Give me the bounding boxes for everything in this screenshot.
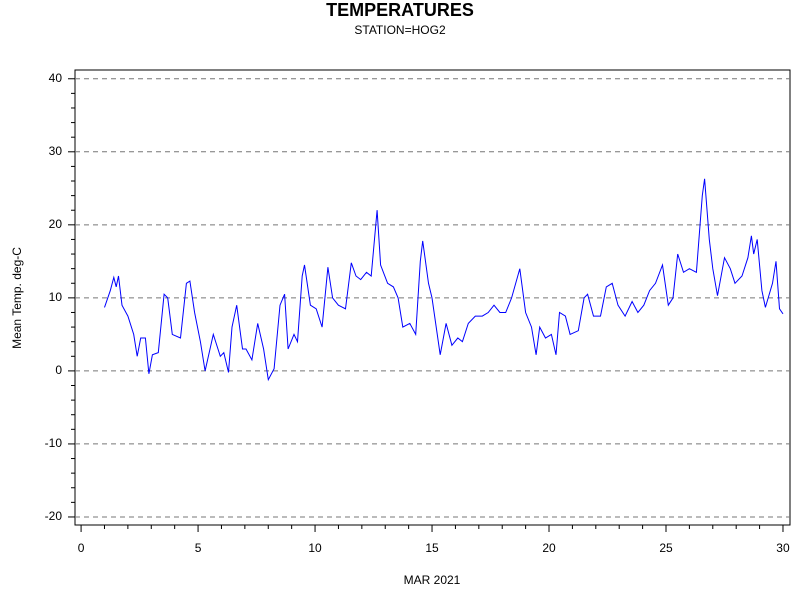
x-tick-label: 30: [776, 541, 790, 555]
y-axis-label: Mean Temp. deg-C: [10, 247, 24, 349]
y-tick-label: 0: [55, 363, 62, 377]
x-axis-label: MAR 2021: [404, 573, 461, 587]
x-tick-label: 20: [542, 541, 556, 555]
x-tick-label: 10: [308, 541, 322, 555]
line-series: [104, 178, 784, 382]
x-tick-label: 5: [195, 541, 202, 555]
x-tick-label: 15: [425, 541, 439, 555]
chart-subtitle: STATION=HOG2: [354, 23, 446, 37]
y-tick-label: 10: [49, 290, 63, 304]
y-tick-label: -20: [45, 509, 63, 523]
y-tick-label: 20: [49, 217, 63, 231]
x-tick-label: 25: [659, 541, 673, 555]
x-tick-label: 0: [78, 541, 85, 555]
y-tick-label: -10: [45, 436, 63, 450]
chart-title: TEMPERATURES: [326, 0, 474, 20]
y-tick-label: 30: [49, 144, 63, 158]
y-tick-label: 40: [49, 71, 63, 85]
